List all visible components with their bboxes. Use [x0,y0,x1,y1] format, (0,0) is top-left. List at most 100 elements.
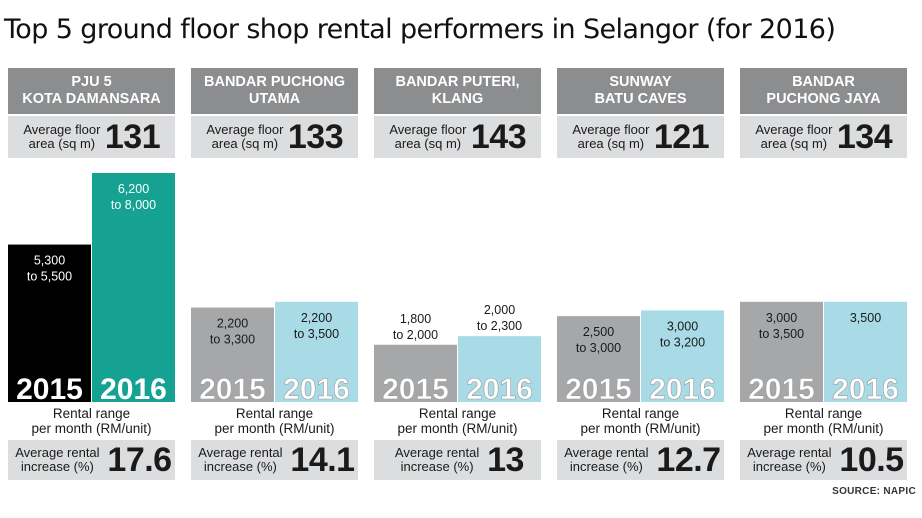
floor-area-panel: Average floor area (sq m) 133 [191,116,358,158]
location-name-line1: PJU 5 [71,74,112,90]
bar-2015 [191,307,274,402]
bar-2015 [557,316,640,402]
bar-value-label: 2,500 [583,325,614,339]
floor-area-panel: Average floor area (sq m) 134 [740,116,907,158]
year-label: 2015 [565,373,632,406]
floor-area-panel: Average floor area (sq m) 131 [8,116,175,158]
year-label: 2015 [748,373,815,406]
rental-bars: 2,200 to 3,300 2015 2,200 to 3,500 2016 [191,301,358,406]
rental-increase-label: Average rental increase (%) [394,445,480,474]
location-column: BANDAR PUCHONG UTAMA Average floor area (sq… [191,68,358,502]
bar-value-label: 2,000 [484,303,515,317]
bar-2016 [641,310,724,402]
bar-2015 [8,244,91,402]
bar-value-label: 3,000 [667,319,698,333]
rental-increase-panel: Average rental increase (%) 10.5 [740,440,907,480]
rental-increase-label: Average rental increase (%) [747,445,832,474]
bar-value-label: to 3,300 [210,333,255,347]
location-name-line2: KOTA DAMANSARA [22,91,161,107]
bar-2015 [740,301,823,402]
rental-increase-value: 10.5 [839,440,904,479]
location-header: PJU 5 KOTA DAMANSARA [8,68,175,114]
location-name-line1: SUNWAY [609,74,672,90]
location-name-line2: PUCHONG JAYA [766,91,881,107]
location-name-line2: BATU CAVES [594,91,687,107]
rental-increase-panel: Average rental increase (%) 17.6 [8,440,175,480]
year-label: 2016 [283,373,350,406]
rental-increase-value: 14.1 [290,440,355,479]
year-label: 2016 [649,373,716,406]
floor-area-value: 133 [287,117,344,156]
bar-value-label: to 5,500 [27,270,72,284]
year-label: 2015 [16,373,83,406]
bar-2016 [458,336,541,402]
bar-value-label: 3,000 [766,311,797,325]
location-column: BANDAR PUCHONG JAYA Average floor area (sq … [740,68,907,502]
rental-bars: 1,800 to 2,000 2015 2,000 to 2,300 2016 [374,303,541,406]
year-label: 2016 [832,373,899,406]
location-name-line2: KLANG [431,91,484,107]
rental-range-label: Rental range per month (RM/unit) [31,406,152,436]
location-header: BANDAR PUTERI, KLANG [374,68,541,114]
rental-bars: 3,000 to 3,500 2015 3,500 2016 [740,301,907,406]
bar-value-label: to 2,300 [477,319,522,333]
rental-increase-value: 13 [487,440,524,479]
floor-area-label: Average floor area (sq m) [206,122,284,151]
location-header: BANDAR PUCHONG JAYA [740,68,907,114]
floor-area-label: Average floor area (sq m) [755,122,833,151]
bar-value-label: 5,300 [34,254,65,268]
location-name-line1: BANDAR PUCHONG [204,74,345,90]
floor-area-panel: Average floor area (sq m) 143 [374,116,541,158]
rental-range-label: Rental range per month (RM/unit) [397,406,518,436]
rental-range-label: Rental range per month (RM/unit) [580,406,701,436]
floor-area-value: 134 [836,117,893,156]
bar-2016 [824,301,907,402]
bar-value-label: to 2,000 [393,328,438,342]
year-label: 2015 [382,373,449,406]
bar-value-label: to 3,000 [576,341,621,355]
location-header: BANDAR PUCHONG UTAMA [191,68,358,114]
floor-area-value: 143 [470,117,527,156]
location-column: PJU 5 KOTA DAMANSARA Average floor area (sq… [8,68,175,502]
rental-bars: 2,500 to 3,000 2015 3,000 to 3,200 2016 [557,310,724,406]
bar-2015 [374,344,457,402]
floor-area-label: Average floor area (sq m) [23,122,101,151]
location-column: BANDAR PUTERI, KLANG Average floor area (sq… [374,68,541,502]
year-label: 2016 [466,373,533,406]
bar-value-label: 3,500 [850,311,881,325]
rental-range-label: Rental range per month (RM/unit) [763,406,884,436]
location-column: SUNWAY BATU CAVES Average floor area (sq m)… [557,68,724,502]
floor-area-value: 121 [653,117,710,156]
bar-value-label: to 3,200 [660,335,705,349]
rental-increase-label: Average rental increase (%) [15,445,100,474]
floor-area-label: Average floor area (sq m) [389,122,467,151]
source-note: SOURCE: NAPIC [832,486,916,497]
bar-value-label: 6,200 [118,182,149,196]
rental-range-label: Rental range per month (RM/unit) [214,406,335,436]
bar-2016 [92,173,175,402]
bar-value-label: 1,800 [400,312,431,326]
year-label: 2016 [100,373,167,406]
rental-increase-label: Average rental increase (%) [564,445,649,474]
rental-increase-value: 12.7 [656,440,721,479]
bar-value-label: to 8,000 [111,198,156,212]
year-label: 2015 [199,373,266,406]
rental-bars: 5,300 to 5,500 2015 6,200 to 8,000 2016 [8,173,175,406]
floor-area-panel: Average floor area (sq m) 121 [557,116,724,158]
rental-increase-label: Average rental increase (%) [198,445,283,474]
location-name-line1: BANDAR PUTERI, [395,74,520,90]
bar-value-label: 2,200 [217,317,248,331]
floor-area-value: 131 [104,117,161,156]
rental-increase-value: 17.6 [107,440,172,479]
rental-increase-panel: Average rental increase (%) 12.7 [557,440,724,480]
rental-increase-panel: Average rental increase (%) 13 [374,440,541,480]
location-header: SUNWAY BATU CAVES [557,68,724,114]
page-title: Top 5 ground floor shop rental performer… [4,14,836,45]
floor-area-label: Average floor area (sq m) [572,122,650,151]
bar-value-label: 2,200 [301,311,332,325]
bar-2016 [275,301,358,402]
bar-value-label: to 3,500 [294,327,339,341]
rental-increase-panel: Average rental increase (%) 14.1 [191,440,358,480]
location-name-line1: BANDAR [792,74,855,90]
location-name-line2: UTAMA [248,91,301,107]
